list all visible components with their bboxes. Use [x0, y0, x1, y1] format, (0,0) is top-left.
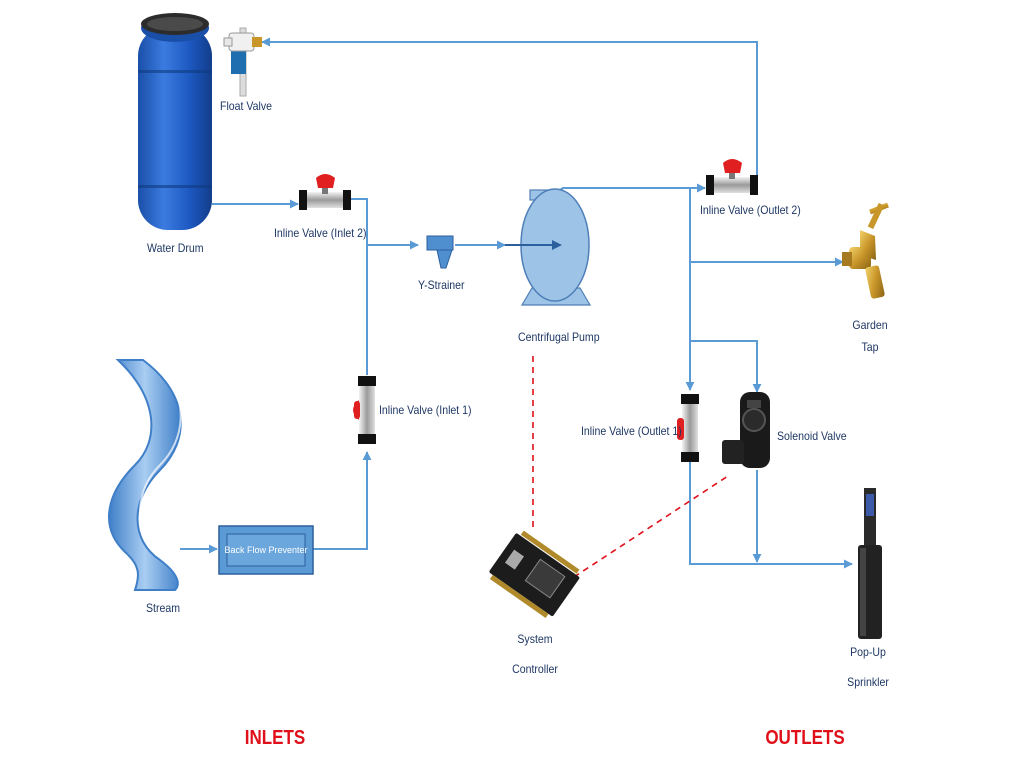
backflow-preventer-label: Back Flow Preventer — [224, 545, 307, 555]
drum-icon — [138, 13, 212, 230]
garden-tap-icon — [842, 202, 889, 299]
stream-label: Stream — [146, 601, 181, 615]
pipe-pump-discharge — [559, 183, 706, 193]
pipe-bfp-to-inlet1 — [313, 451, 372, 550]
inline-valve-outlet1-icon — [677, 394, 699, 462]
inlets-heading: INLETS — [244, 727, 306, 749]
inline-valve-inlet1-label: Inline Valve (Inlet 1) — [379, 403, 472, 417]
float-valve-icon — [223, 27, 262, 97]
sprinkler-label-line1: Pop-Up — [850, 645, 886, 659]
pipe-to-solenoid — [690, 340, 762, 393]
pump-icon — [505, 188, 592, 306]
system-controller-label-line1: System — [517, 632, 553, 646]
inline-valve-inlet2-icon — [299, 174, 351, 210]
garden-tap-label-line2: Tap — [861, 340, 879, 354]
y-strainer-label: Y-Strainer — [418, 278, 465, 292]
pipe-return-to-float-valve — [261, 37, 758, 183]
ball-valve-icon — [299, 159, 758, 462]
control-lines — [532, 356, 729, 578]
inline-valve-outlet2-label: Inline Valve (Outlet 2) — [700, 203, 801, 217]
garden-tap-label-line1: Garden — [852, 318, 888, 332]
pipe-outlet1-down — [689, 462, 853, 569]
sprinkler-label-line2: Sprinkler — [847, 675, 889, 689]
control-line-solenoid — [573, 475, 729, 578]
inline-valve-outlet1-label: Inline Valve (Outlet 1) — [581, 424, 682, 438]
outlets-heading: OUTLETS — [765, 727, 845, 749]
controller-board-icon — [489, 530, 580, 619]
float-valve-label: Float Valve — [220, 99, 273, 113]
stream-icon — [108, 359, 182, 591]
y-strainer-icon — [426, 235, 454, 269]
system-controller-label-line2: Controller — [512, 662, 558, 676]
inline-valve-inlet1-icon — [353, 376, 376, 444]
inline-valve-inlet2-label: Inline Valve (Inlet 2) — [274, 226, 367, 240]
inline-valve-outlet2-icon — [706, 159, 758, 195]
backflow-preventer-icon: Back Flow Preventer — [218, 525, 314, 575]
water-drum-label: Water Drum — [147, 241, 204, 255]
pipe-network — [180, 37, 853, 569]
solenoid-valve-icon — [722, 392, 770, 468]
centrifugal-pump-label: Centrifugal Pump — [518, 330, 600, 344]
pipe-inlet2-down — [348, 198, 368, 375]
solenoid-valve-label: Solenoid Valve — [777, 429, 847, 443]
sprinkler-icon — [858, 488, 882, 639]
